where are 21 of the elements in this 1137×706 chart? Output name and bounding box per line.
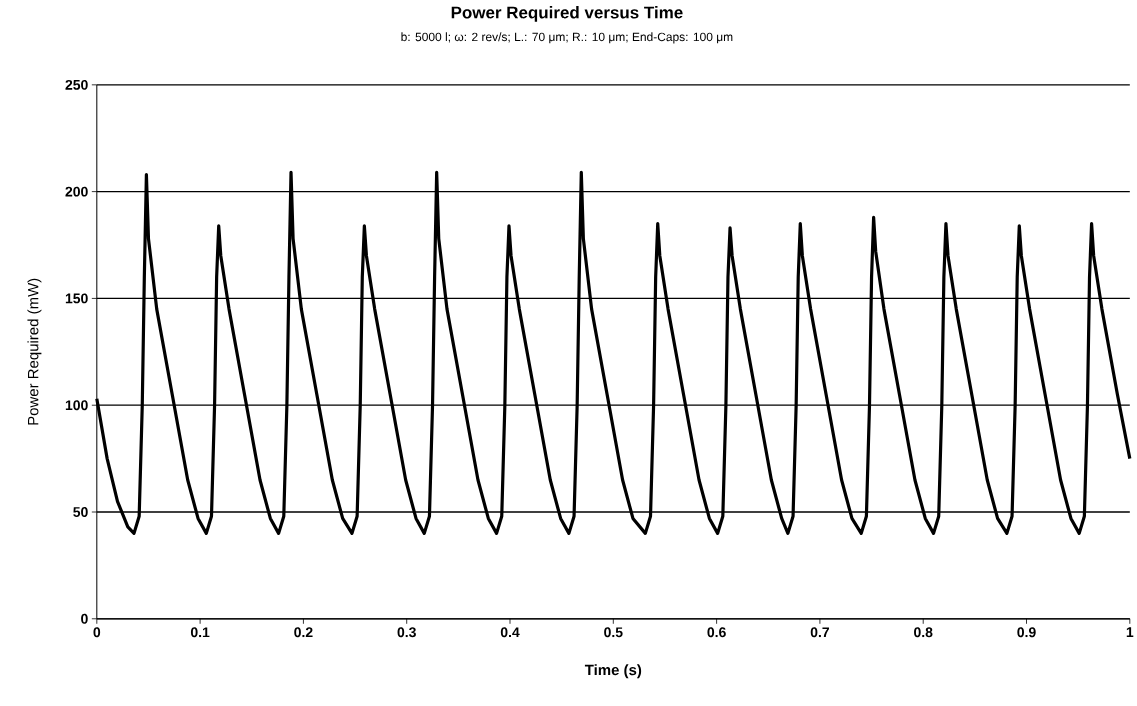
x-axis-title: Time (s) (584, 664, 642, 679)
x-tick-label: 1 (1126, 627, 1134, 638)
x-tick-label: 0.8 (914, 627, 933, 638)
y-tick-label: 0 (81, 614, 88, 624)
x-tick-label: 0.1 (190, 627, 210, 638)
y-tick-label: 250 (65, 80, 88, 90)
x-tick-label: 0 (93, 627, 101, 638)
x-tick-label: 0.5 (604, 627, 623, 638)
x-tick-label: 0.9 (1017, 627, 1036, 638)
x-tick-label: 0.7 (810, 627, 830, 638)
y-tick-label: 150 (65, 293, 88, 304)
x-tick-label: 0.3 (397, 627, 416, 638)
y-tick-label: 200 (65, 186, 88, 197)
x-tick-label: 0.6 (707, 627, 726, 638)
chart-title: Power Required versus Time (451, 6, 683, 23)
y-tick-label: 50 (73, 507, 88, 518)
x-tick-label: 0.4 (500, 627, 520, 638)
x-tick-label: 0.2 (294, 627, 313, 638)
chart-subtitle: b: 5000 l; ω: 2 rev/s; L.: 70 μm; R.: 10 μm; End-Caps: 100 μm (401, 32, 733, 44)
y-axis-title: Power Required (mW) (27, 278, 42, 425)
y-tick-label: 100 (65, 400, 88, 411)
